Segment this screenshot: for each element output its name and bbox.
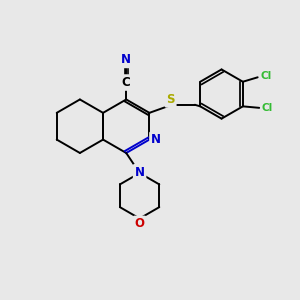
Text: N: N xyxy=(151,133,161,146)
Text: N: N xyxy=(121,53,131,66)
Text: Cl: Cl xyxy=(260,71,272,81)
Text: O: O xyxy=(135,218,145,230)
Text: S: S xyxy=(166,93,175,106)
Text: Cl: Cl xyxy=(262,103,273,113)
Text: C: C xyxy=(122,76,130,89)
Text: N: N xyxy=(135,166,145,178)
